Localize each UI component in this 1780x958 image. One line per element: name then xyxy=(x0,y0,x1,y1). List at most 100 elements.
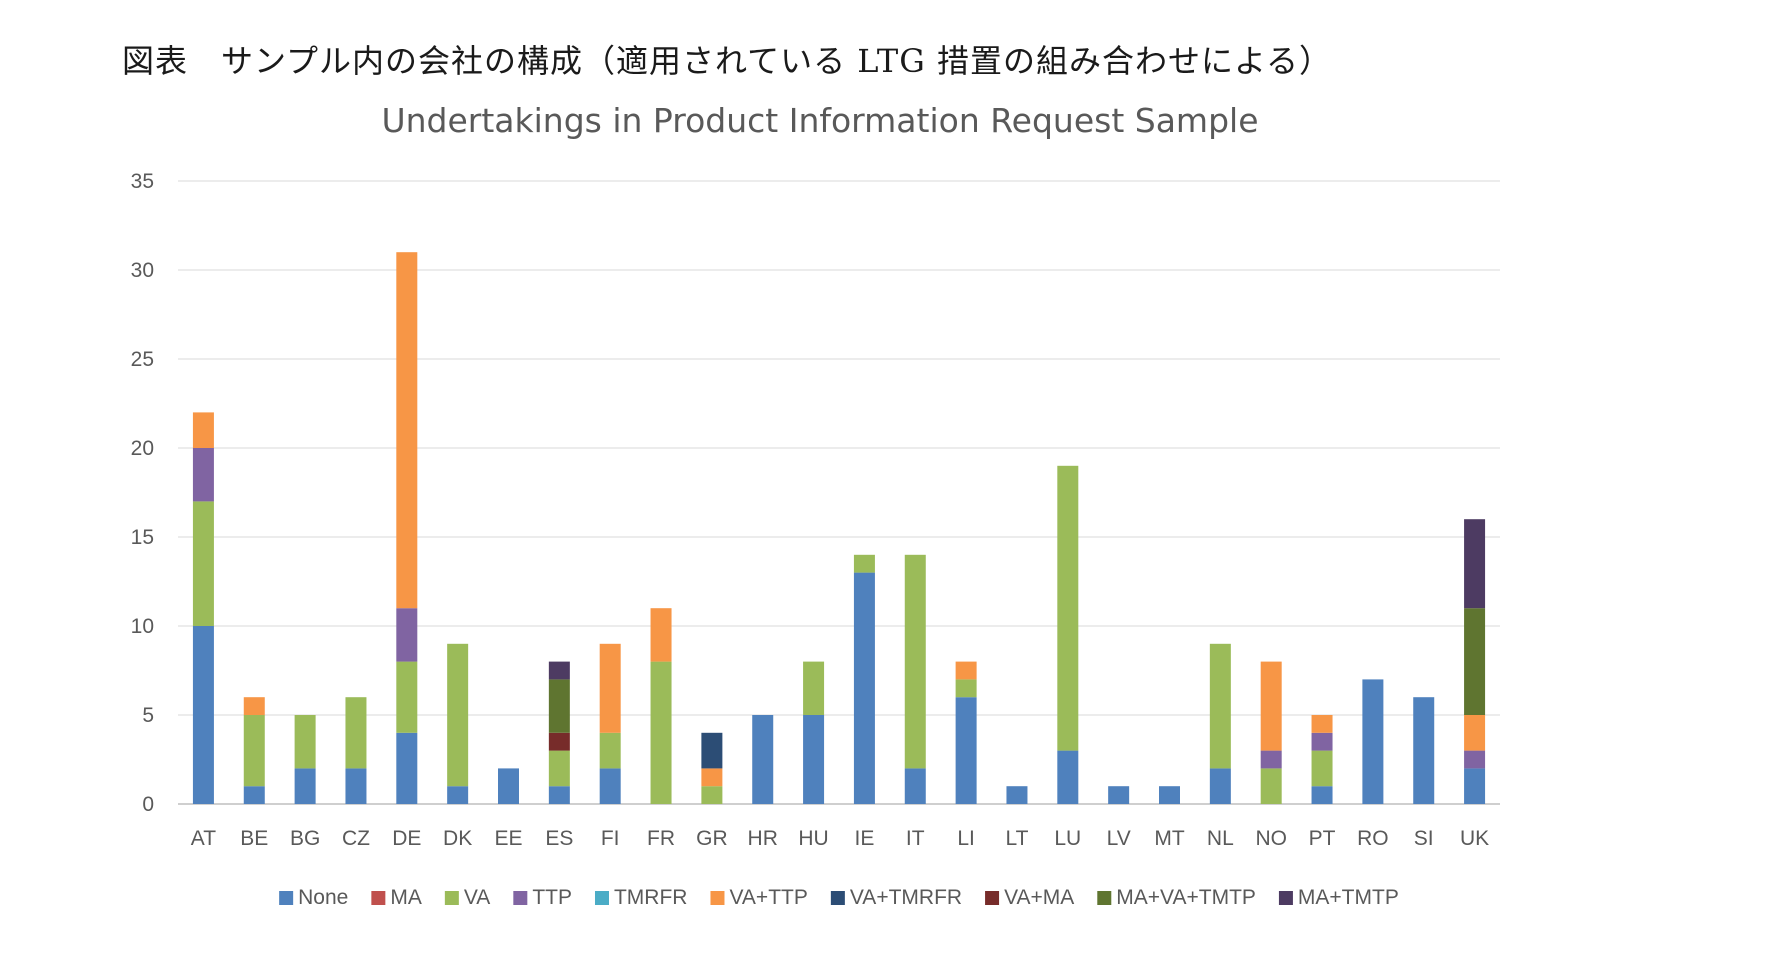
bar-segment xyxy=(1464,715,1485,751)
bar-segment xyxy=(752,715,773,804)
bar-segment xyxy=(905,555,926,769)
bar-segment xyxy=(1312,715,1333,733)
bar-segment xyxy=(396,662,417,733)
bars xyxy=(193,252,1485,804)
bar-segment xyxy=(193,501,214,626)
bar-segment xyxy=(193,412,214,448)
bar-segment xyxy=(1312,751,1333,787)
legend-label: VA+MA xyxy=(1004,886,1074,909)
bar-segment xyxy=(498,768,519,804)
y-tick-label: 0 xyxy=(142,793,154,816)
legend-label: VA+TMRFR xyxy=(850,886,962,909)
y-tick-label: 25 xyxy=(131,348,154,371)
y-tick-label: 5 xyxy=(142,704,154,727)
legend-label: TTP xyxy=(532,886,572,909)
x-category-label: HR xyxy=(748,827,778,850)
bar-segment xyxy=(1464,519,1485,608)
x-axis-categories: AT BE BG CZ DE DK EE ES FI FR GR HR HU IE IT LI LT LU LV MT… xyxy=(191,827,1489,850)
bar-segment xyxy=(1210,644,1231,769)
bar-segment xyxy=(295,768,316,804)
legend-label: VA+TTP xyxy=(729,886,807,909)
bar-segment xyxy=(600,733,621,769)
bar-segment xyxy=(193,448,214,501)
x-category-label: FI xyxy=(601,827,620,850)
legend-swatch xyxy=(1097,891,1111,905)
bar-segment xyxy=(956,679,977,697)
bar-segment xyxy=(956,662,977,680)
x-category-label: MT xyxy=(1154,827,1184,850)
legend-label: MA xyxy=(390,886,422,909)
legend-label: None xyxy=(298,886,348,909)
bar-segment xyxy=(1362,679,1383,804)
x-category-label: DE xyxy=(392,827,421,850)
bar-segment xyxy=(701,768,722,786)
bar-segment xyxy=(1006,786,1027,804)
legend-swatch xyxy=(279,891,293,905)
bar-segment xyxy=(701,786,722,804)
legend-swatch xyxy=(985,891,999,905)
bar-segment xyxy=(1464,608,1485,715)
x-category-label: AT xyxy=(191,827,216,850)
y-tick-label: 15 xyxy=(131,526,154,549)
legend: None MA VA TTP TMRFR VA+TTP VA+TMRFR VA+MA MA+VA… xyxy=(279,886,1399,909)
x-category-label: DK xyxy=(443,827,472,850)
bar-segment xyxy=(1312,733,1333,751)
y-tick-label: 20 xyxy=(131,437,154,460)
x-category-label: LI xyxy=(957,827,975,850)
y-axis-ticks: 0 5 10 15 20 25 30 35 xyxy=(131,170,154,816)
x-category-label: LT xyxy=(1005,827,1028,850)
bar-segment xyxy=(345,697,366,768)
legend-swatch xyxy=(513,891,527,905)
x-category-label: ES xyxy=(545,827,573,850)
chart-title: Undertakings in Product Information Requ… xyxy=(381,101,1258,140)
bar-segment xyxy=(549,751,570,787)
bar-segment xyxy=(600,644,621,733)
bar-segment xyxy=(854,573,875,804)
y-tick-label: 30 xyxy=(131,259,154,282)
bar-segment xyxy=(1210,768,1231,804)
bar-segment xyxy=(1261,768,1282,804)
bar-segment xyxy=(549,679,570,732)
bar-segment xyxy=(651,662,672,804)
bar-segment xyxy=(549,662,570,680)
x-category-label: HU xyxy=(798,827,828,850)
x-category-label: EE xyxy=(494,827,522,850)
legend-label: TMRFR xyxy=(614,886,687,909)
x-category-label: GR xyxy=(696,827,728,850)
bar-segment xyxy=(447,786,468,804)
legend-swatch xyxy=(371,891,385,905)
bar-segment xyxy=(803,715,824,804)
bar-segment xyxy=(1159,786,1180,804)
x-category-label: UK xyxy=(1460,827,1489,850)
bar-segment xyxy=(447,644,468,786)
bar-segment xyxy=(396,608,417,661)
x-category-label: BE xyxy=(240,827,268,850)
bar-segment xyxy=(1261,662,1282,751)
bar-segment xyxy=(1261,751,1282,769)
y-tick-label: 35 xyxy=(131,170,154,193)
x-category-label: FR xyxy=(647,827,675,850)
bar-segment xyxy=(244,697,265,715)
bar-segment xyxy=(803,662,824,715)
bar-segment xyxy=(244,715,265,786)
bar-segment xyxy=(1108,786,1129,804)
x-category-label: NO xyxy=(1255,827,1287,850)
legend-swatch xyxy=(1279,891,1293,905)
legend-swatch xyxy=(710,891,724,905)
x-category-label: RO xyxy=(1357,827,1389,850)
bar-segment xyxy=(295,715,316,768)
bar-segment xyxy=(1413,697,1434,804)
x-category-label: BG xyxy=(290,827,320,850)
bar-segment xyxy=(244,786,265,804)
legend-label: MA+TMTP xyxy=(1298,886,1399,909)
bar-segment xyxy=(396,733,417,804)
x-category-label: IT xyxy=(906,827,925,850)
x-category-label: IE xyxy=(855,827,875,850)
x-category-label: NL xyxy=(1207,827,1234,850)
bar-segment xyxy=(651,608,672,661)
bar-segment xyxy=(956,697,977,804)
legend-swatch xyxy=(445,891,459,905)
bar-segment xyxy=(193,626,214,804)
x-category-label: LU xyxy=(1054,827,1081,850)
